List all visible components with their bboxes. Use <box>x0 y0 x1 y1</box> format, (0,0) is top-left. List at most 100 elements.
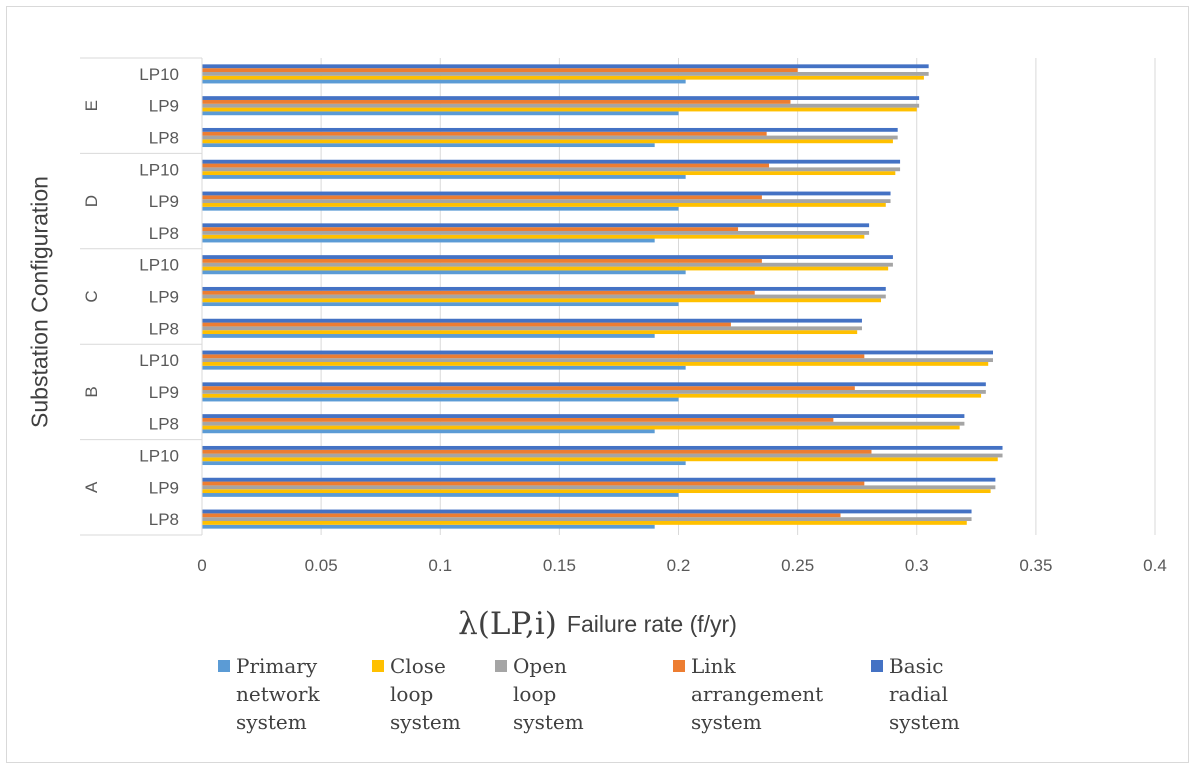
bar <box>202 111 679 116</box>
bar <box>202 135 898 140</box>
bar <box>202 71 929 76</box>
bar <box>202 223 870 228</box>
bar <box>202 290 755 295</box>
bar <box>202 258 762 263</box>
y-group-label: D <box>82 195 101 207</box>
bar <box>202 167 901 172</box>
bar <box>202 234 865 239</box>
y-category-label: LP10 <box>139 256 179 275</box>
bar <box>202 386 855 390</box>
y-group-label: E <box>82 100 101 111</box>
bar <box>202 238 655 243</box>
bar <box>202 449 872 454</box>
y-category-label: LP9 <box>149 288 179 307</box>
bar <box>202 489 991 494</box>
bar <box>202 358 993 363</box>
bar <box>202 131 767 136</box>
bar <box>202 334 655 338</box>
bar <box>202 330 858 335</box>
bar <box>202 107 917 112</box>
bar <box>202 461 686 466</box>
bar <box>202 322 731 327</box>
bar <box>202 203 886 207</box>
bar <box>202 139 893 144</box>
bar <box>202 262 893 267</box>
legend-label: Link arrangement system <box>691 654 824 734</box>
bar <box>202 96 920 100</box>
legend-swatch <box>495 660 507 672</box>
bar <box>202 509 972 514</box>
x-tick-label: 0.4 <box>1143 556 1167 575</box>
bar <box>202 453 1003 458</box>
bar <box>202 477 996 482</box>
legend-swatch <box>218 660 230 672</box>
legend-label: Close loop system <box>390 654 461 734</box>
bar <box>202 326 862 331</box>
bar <box>202 171 896 176</box>
bar <box>202 302 679 307</box>
bar <box>202 397 679 402</box>
x-tick-label: 0.3 <box>905 556 929 575</box>
y-group-label: A <box>82 481 101 493</box>
legend-label: Primary network system <box>236 654 320 734</box>
y-category-label: LP8 <box>149 224 179 243</box>
bar <box>202 365 686 370</box>
bar <box>202 75 924 80</box>
bar <box>202 68 798 72</box>
x-tick-label: 0.2 <box>667 556 691 575</box>
bar <box>202 421 965 426</box>
bar <box>202 350 993 355</box>
bar <box>202 382 986 387</box>
bar <box>202 524 655 529</box>
bar <box>202 270 686 275</box>
bar <box>202 493 679 497</box>
bar <box>202 393 982 398</box>
x-tick-label: 0 <box>197 556 206 575</box>
bar <box>202 298 882 303</box>
bar <box>202 127 898 132</box>
bar <box>202 199 891 204</box>
y-category-label: LP9 <box>149 192 179 211</box>
y-category-label: LP9 <box>149 478 179 497</box>
legend-label: Open loop system <box>513 654 584 734</box>
bar <box>202 517 972 522</box>
x-tick-label: 0.25 <box>781 556 814 575</box>
y-category-label: LP10 <box>139 65 179 84</box>
x-tick-label: 0.15 <box>543 556 576 575</box>
bar <box>202 163 770 168</box>
y-category-label: LP10 <box>139 447 179 466</box>
bar <box>202 429 655 434</box>
bar <box>202 159 901 164</box>
bar <box>202 457 998 462</box>
bar <box>202 143 655 148</box>
bar <box>202 206 679 211</box>
bar <box>202 389 986 394</box>
y-category-label: LP9 <box>149 383 179 402</box>
bar <box>202 103 920 108</box>
x-tick-label: 0.1 <box>428 556 452 575</box>
bar <box>202 414 965 418</box>
y-category-label: LP9 <box>149 97 179 116</box>
bar <box>202 79 686 84</box>
bar <box>202 425 960 430</box>
bar <box>202 191 891 196</box>
x-tick-label: 0.35 <box>1019 556 1052 575</box>
bar <box>202 255 893 259</box>
bar <box>202 286 886 291</box>
y-group-label: C <box>82 290 101 302</box>
bar <box>202 175 686 179</box>
legend-swatch <box>673 660 685 672</box>
bar <box>202 227 739 231</box>
legend-swatch <box>871 660 883 672</box>
bar <box>202 294 886 299</box>
legend-label: Basic radial system <box>889 654 960 734</box>
bar <box>202 521 967 525</box>
bar <box>202 362 989 366</box>
bar <box>202 354 865 359</box>
legend-swatch <box>372 660 384 672</box>
bar <box>202 318 862 323</box>
x-axis-title: λ(LP,i) Failure rate (f/yr) <box>0 606 1195 642</box>
bar <box>202 485 996 490</box>
bar <box>202 99 791 104</box>
